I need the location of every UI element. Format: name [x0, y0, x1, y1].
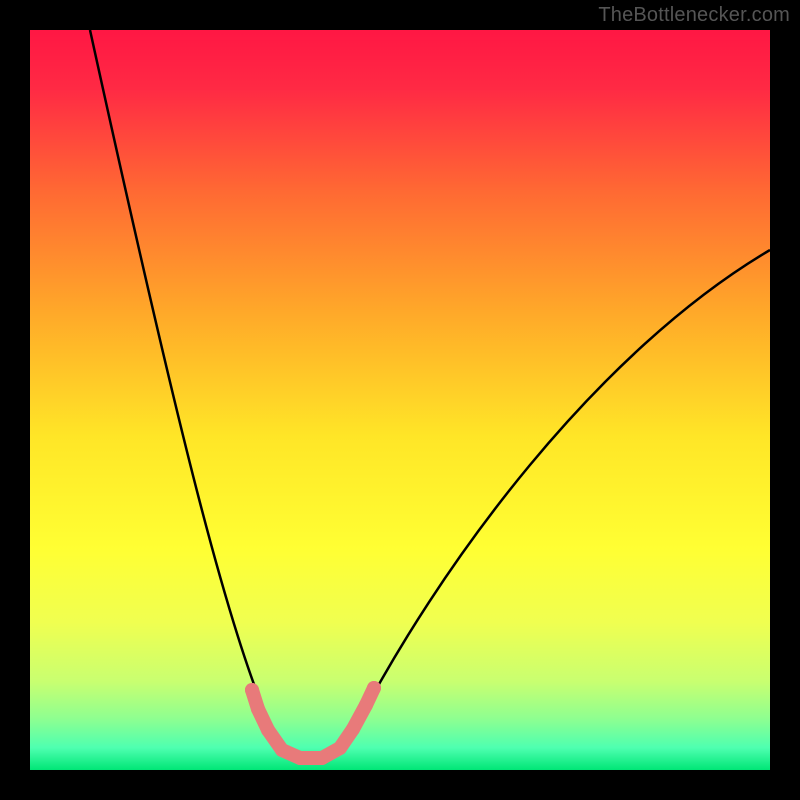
marker-bead [367, 681, 381, 695]
marker-bead [333, 741, 347, 755]
marker-bead [315, 751, 329, 765]
marker-bead [346, 722, 360, 736]
marker-bead [261, 723, 275, 737]
marker-bead [251, 702, 265, 716]
marker-bead [359, 698, 373, 712]
bottleneck-chart [0, 0, 800, 800]
marker-bead [293, 751, 307, 765]
chart-stage: TheBottlenecker.com [0, 0, 800, 800]
watermark-text: TheBottlenecker.com [598, 4, 790, 27]
marker-bead [245, 683, 259, 697]
gradient-plot-area [30, 30, 770, 770]
marker-bead [275, 743, 289, 757]
